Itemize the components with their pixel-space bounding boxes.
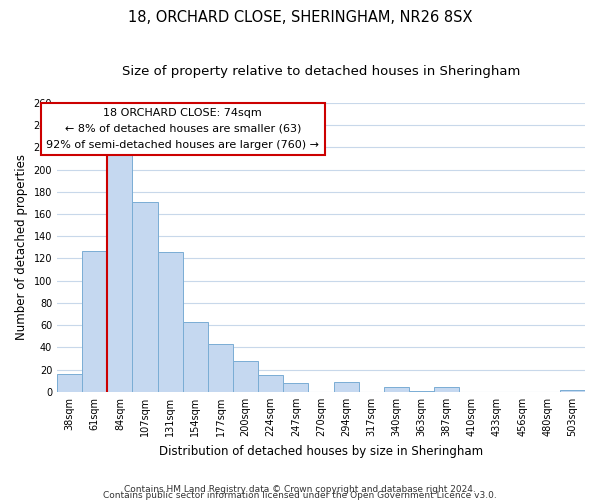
Bar (434, 388, 459, 392)
Text: 18, ORCHARD CLOSE, SHERINGHAM, NR26 8SX: 18, ORCHARD CLOSE, SHERINGHAM, NR26 8SX (128, 10, 472, 25)
Bar (158, 252, 183, 392)
Bar (233, 361, 258, 392)
Bar (384, 388, 409, 392)
Text: 18 ORCHARD CLOSE: 74sqm
← 8% of detached houses are smaller (63)
92% of semi-det: 18 ORCHARD CLOSE: 74sqm ← 8% of detached… (46, 108, 319, 150)
Bar (107, 155, 133, 392)
Bar (560, 390, 585, 392)
Bar (409, 391, 434, 392)
Bar (334, 382, 359, 392)
Bar (133, 202, 158, 392)
Bar (82, 250, 107, 392)
Bar (283, 383, 308, 392)
Text: Contains HM Land Registry data © Crown copyright and database right 2024.: Contains HM Land Registry data © Crown c… (124, 485, 476, 494)
Y-axis label: Number of detached properties: Number of detached properties (15, 154, 28, 340)
Bar (208, 344, 233, 392)
X-axis label: Distribution of detached houses by size in Sheringham: Distribution of detached houses by size … (159, 444, 483, 458)
Text: Contains public sector information licensed under the Open Government Licence v3: Contains public sector information licen… (103, 490, 497, 500)
Bar (183, 322, 208, 392)
Bar (57, 374, 82, 392)
Title: Size of property relative to detached houses in Sheringham: Size of property relative to detached ho… (122, 65, 520, 78)
Bar (258, 375, 283, 392)
